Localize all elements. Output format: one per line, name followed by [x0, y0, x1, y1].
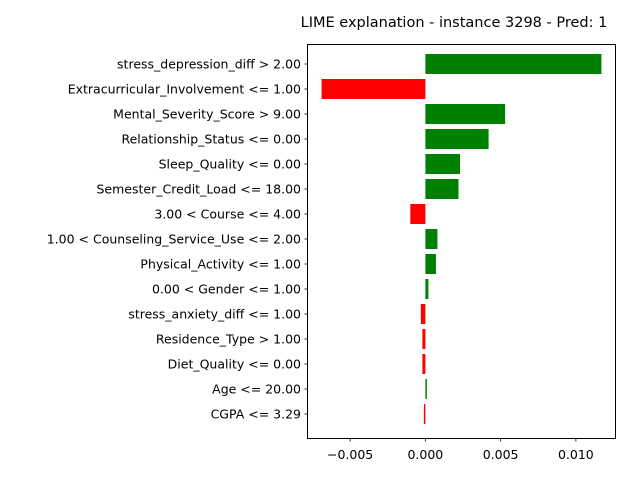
y-tick-label-11: Residence_Type > 1.00: [156, 332, 301, 347]
x-tick-label-3: 0.010: [558, 447, 594, 462]
bar-4: [425, 154, 460, 174]
bar-10: [420, 304, 426, 324]
y-tick-label-14: CGPA <= 3.29: [211, 407, 301, 422]
bars-group: [321, 54, 602, 424]
bar-0: [425, 54, 602, 74]
bar-12: [422, 354, 426, 374]
bar-3: [425, 129, 489, 149]
x-axis: −0.005 0.000 0.005 0.010: [327, 438, 594, 462]
y-tick-label-9: 0.00 < Gender <= 1.00: [152, 282, 301, 297]
y-tick-label-12: Diet_Quality <= 0.00: [168, 357, 301, 372]
plot-frame: [307, 44, 616, 439]
y-tick-label-8: Physical_Activity <= 1.00: [140, 257, 301, 272]
bar-1: [321, 79, 426, 99]
y-tick-label-6: 3.00 < Course <= 4.00: [154, 207, 301, 222]
y-tick-label-1: Extracurricular_Involvement <= 1.00: [68, 82, 301, 97]
bar-13: [425, 379, 427, 399]
bar-6: [410, 204, 426, 224]
x-tick-label-2: 0.005: [483, 447, 519, 462]
bar-9: [425, 279, 429, 299]
y-tick-label-2: Mental_Severity_Score > 9.00: [113, 107, 301, 122]
y-tick-label-0: stress_depression_diff > 2.00: [117, 57, 301, 72]
bar-8: [425, 254, 436, 274]
bar-2: [425, 104, 506, 124]
y-tick-label-7: 1.00 < Counseling_Service_Use <= 2.00: [47, 232, 301, 247]
y-tick-label-4: Sleep_Quality <= 0.00: [159, 157, 301, 172]
bar-11: [422, 329, 426, 349]
y-tick-label-10: stress_anxiety_diff <= 1.00: [128, 307, 301, 322]
y-tick-label-3: Relationship_Status <= 0.00: [121, 132, 301, 147]
bar-5: [425, 179, 459, 199]
bar-7: [425, 229, 438, 249]
x-tick-label-0: −0.005: [327, 447, 373, 462]
chart-title: LIME explanation - instance 3298 - Pred:…: [301, 15, 608, 31]
bar-14: [423, 404, 426, 424]
y-tick-label-5: Semester_Credit_Load <= 18.00: [97, 182, 302, 197]
x-tick-label-1: 0.000: [407, 447, 443, 462]
y-tick-label-13: Age <= 20.00: [212, 382, 301, 397]
y-tick-labels: stress_depression_diff > 2.00 Extracurric…: [47, 57, 308, 422]
